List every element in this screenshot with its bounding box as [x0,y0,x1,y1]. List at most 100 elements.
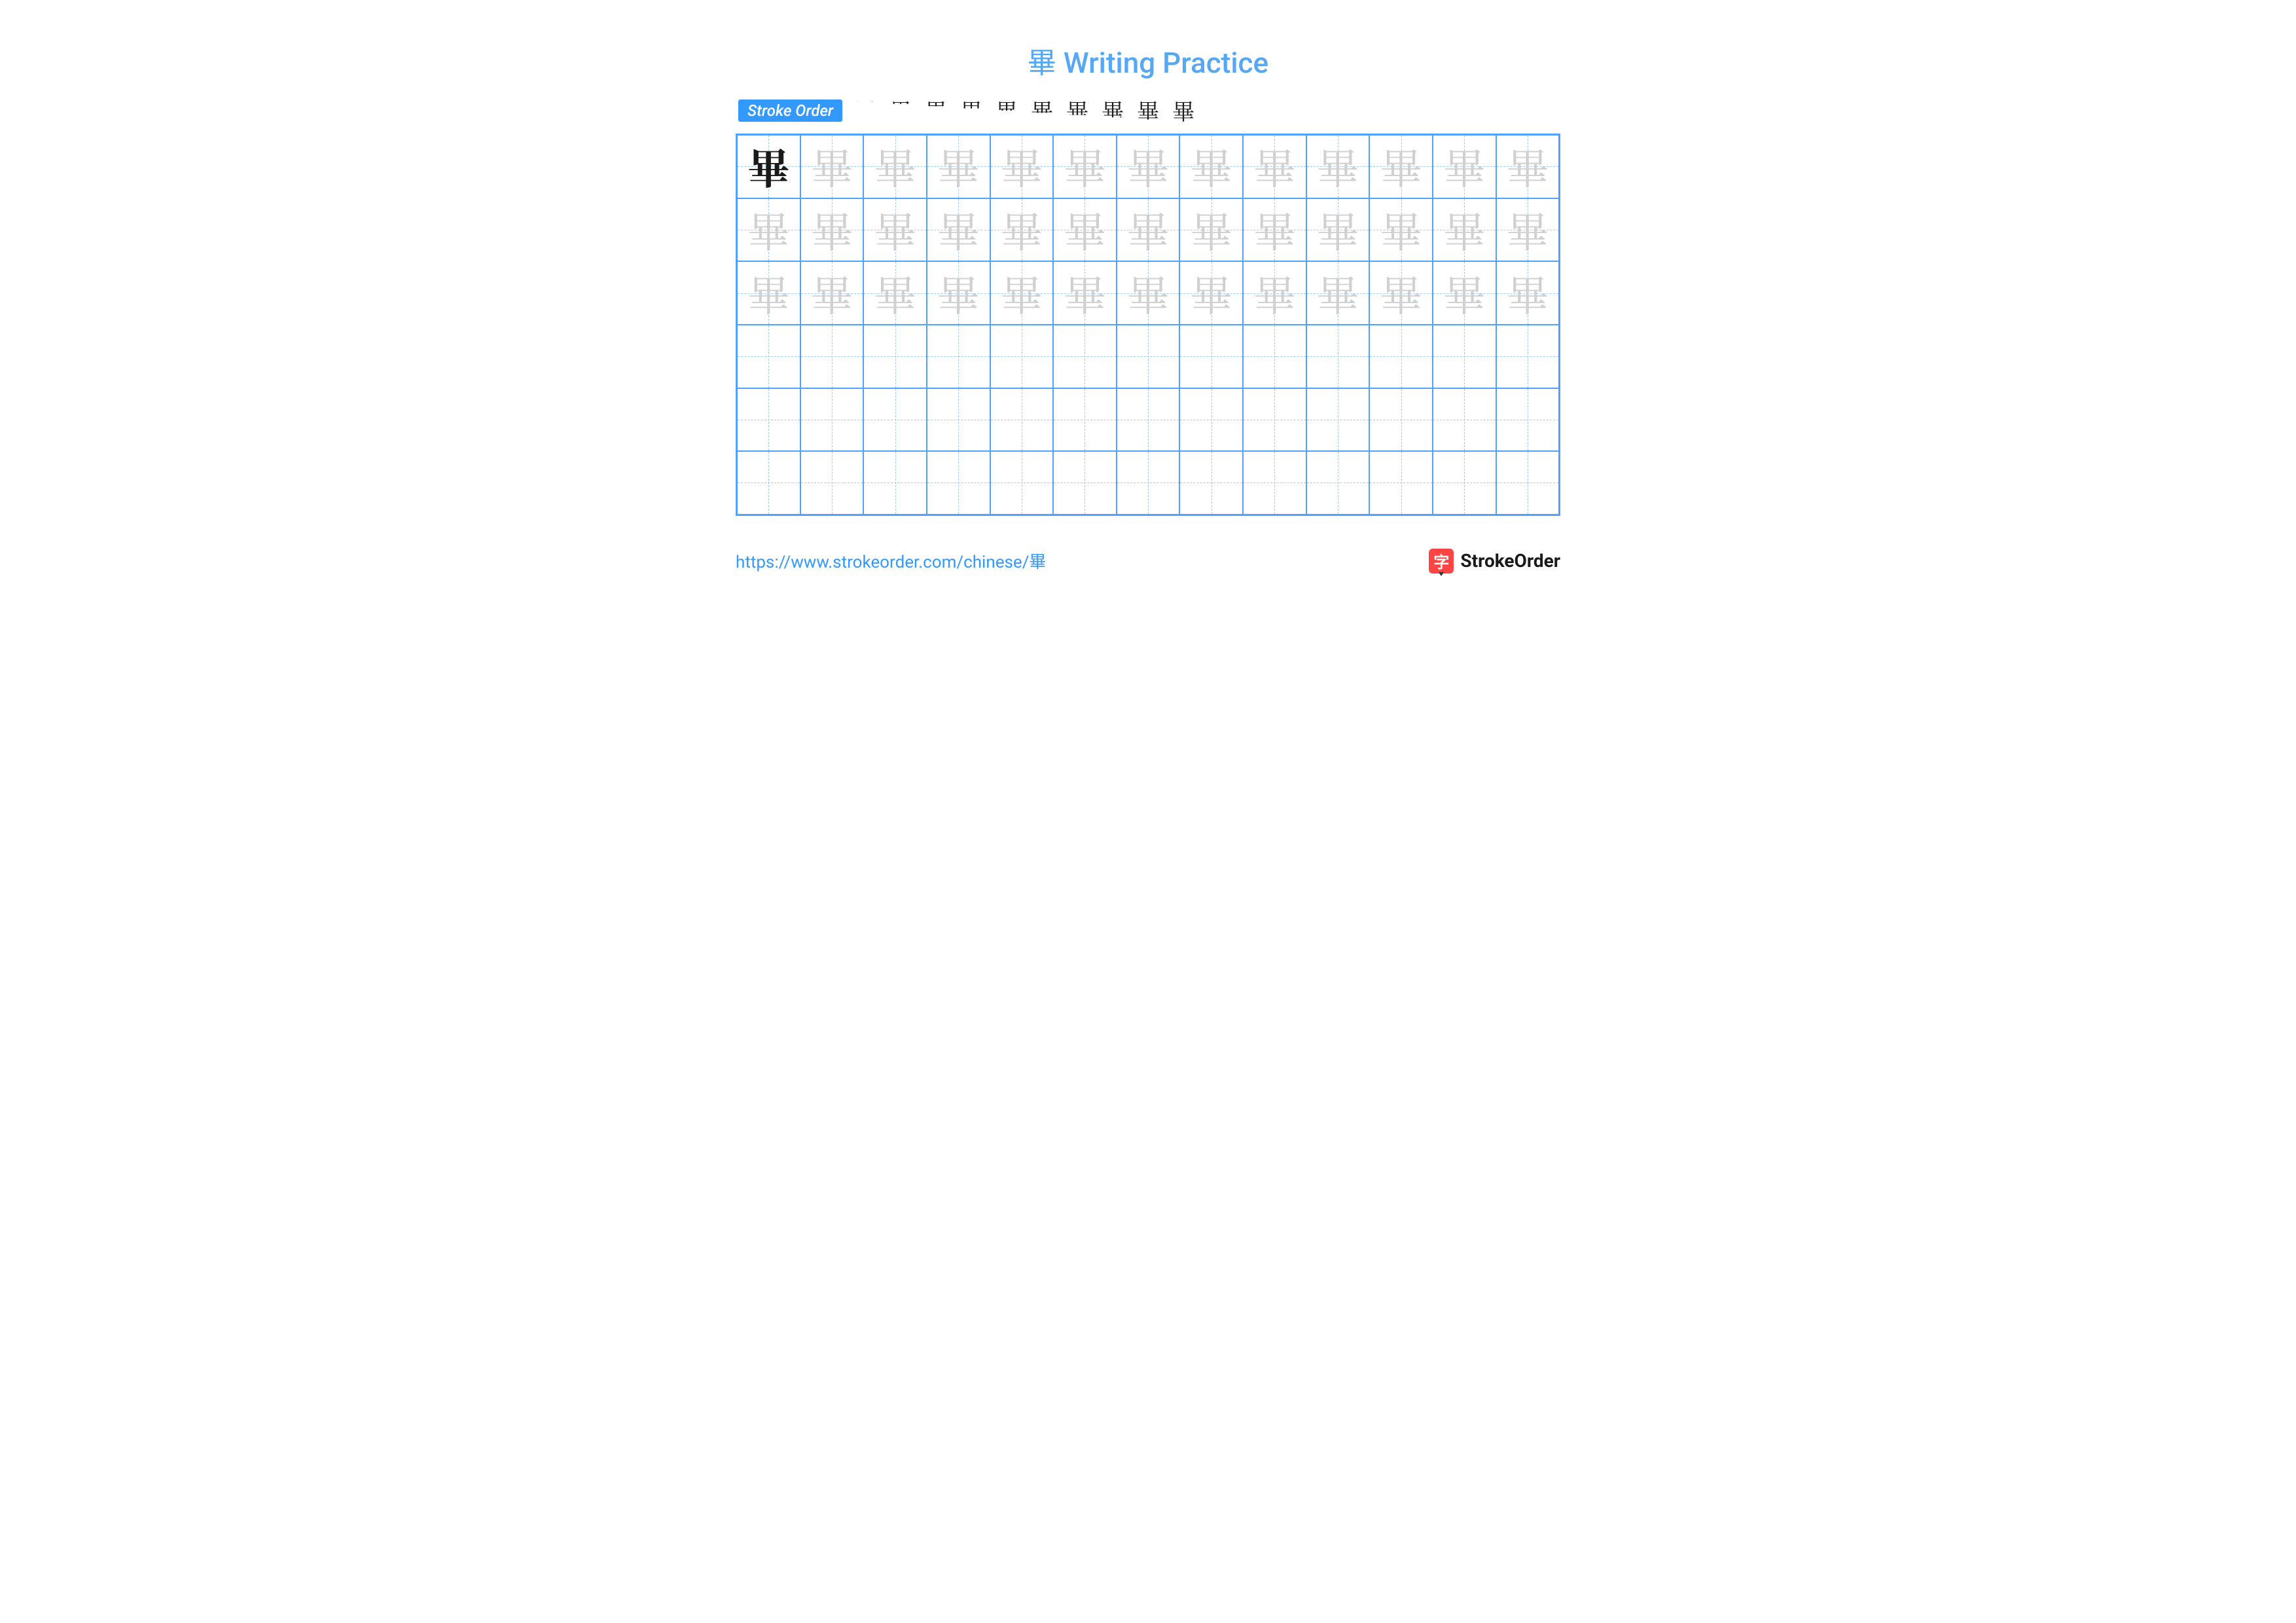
stroke-step: 畢 [854,100,876,122]
trace-character: 畢 [1380,145,1422,187]
grid-cell [1243,325,1306,388]
grid-cell [1053,325,1117,388]
grid-cell [1433,451,1496,515]
trace-character: 畢 [1001,145,1043,187]
trace-character: 畢 [1253,145,1295,187]
grid-cell [1117,325,1180,388]
footer: https://www.strokeorder.com/chinese/畢 字 … [736,549,1560,574]
grid-cell [927,451,990,515]
grid-cell [1117,388,1180,452]
trace-character: 畢 [1317,272,1359,314]
trace-character: 畢 [1001,272,1043,314]
practice-sheet: 畢 Writing Practice Stroke Order 畢畢畢畢畢畢畢畢… [736,39,1560,574]
grid-cell: 畢 [1369,261,1433,325]
grid-cell [1053,388,1117,452]
grid-cell: 畢 [863,135,927,198]
trace-character: 畢 [1064,272,1105,314]
practice-grid: 畢畢畢畢畢畢畢畢畢畢畢畢畢畢畢畢畢畢畢畢畢畢畢畢畢畢畢畢畢畢畢畢畢畢畢畢畢畢畢 [736,134,1560,516]
grid-cell: 畢 [1053,261,1117,325]
grid-cell: 畢 [1053,135,1117,198]
grid-cell [990,325,1054,388]
grid-cell [1179,325,1243,388]
grid-cell: 畢 [737,261,800,325]
trace-character: 畢 [1380,272,1422,314]
stroke-step: 畢 [996,100,1018,122]
trace-character: 畢 [1253,209,1295,251]
trace-character: 畢 [1191,272,1232,314]
stroke-step: 畢 [925,100,947,122]
grid-cell: 畢 [1179,261,1243,325]
trace-character: 畢 [1127,145,1169,187]
grid-cell [1496,325,1560,388]
trace-character: 畢 [874,145,916,187]
stroke-step: 畢 [1031,100,1053,122]
grid-cell [1179,451,1243,515]
trace-character: 畢 [1443,272,1485,314]
grid-cell: 畢 [1433,135,1496,198]
grid-cell: 畢 [1369,198,1433,262]
stroke-step: 畢 [1172,100,1194,122]
footer-logo: 字 StrokeOrder [1429,549,1560,574]
grid-cell: 畢 [1306,135,1370,198]
grid-cell [1496,388,1560,452]
grid-cell: 畢 [800,198,864,262]
grid-cell: 畢 [863,261,927,325]
grid-cell [737,325,800,388]
stroke-step: 畢 [889,100,912,122]
grid-cell [1496,451,1560,515]
trace-character: 畢 [811,272,853,314]
grid-cell: 畢 [737,135,800,198]
stroke-order-badge: Stroke Order [738,100,842,122]
grid-cell [927,388,990,452]
trace-character: 畢 [747,209,789,251]
grid-cell: 畢 [1243,198,1306,262]
grid-cell [1306,325,1370,388]
trace-character: 畢 [811,209,853,251]
grid-cell [737,388,800,452]
grid-cell: 畢 [1179,135,1243,198]
trace-character: 畢 [1064,145,1105,187]
trace-character: 畢 [1507,272,1549,314]
grid-cell [800,388,864,452]
trace-character: 畢 [937,145,979,187]
footer-url: https://www.strokeorder.com/chinese/畢 [736,549,1046,573]
grid-cell: 畢 [1179,198,1243,262]
grid-cell [1433,388,1496,452]
grid-cell [863,451,927,515]
grid-cell: 畢 [1117,198,1180,262]
stroke-order-steps: 畢畢畢畢畢畢畢畢畢畢 [854,100,1194,122]
trace-character: 畢 [1443,145,1485,187]
grid-cell: 畢 [1243,135,1306,198]
trace-character: 畢 [1380,209,1422,251]
trace-character: 畢 [937,209,979,251]
grid-cell: 畢 [1117,135,1180,198]
logo-icon: 字 [1429,549,1454,574]
grid-cell: 畢 [1433,261,1496,325]
grid-cell [1433,325,1496,388]
grid-cell [1306,451,1370,515]
grid-cell: 畢 [927,135,990,198]
page-title: 畢 Writing Practice [736,39,1560,81]
trace-character: 畢 [1317,209,1359,251]
trace-character: 畢 [1127,209,1169,251]
grid-cell [1306,388,1370,452]
trace-character: 畢 [1507,209,1549,251]
trace-character: 畢 [1317,145,1359,187]
stroke-order-row: Stroke Order 畢畢畢畢畢畢畢畢畢畢 [736,100,1560,122]
grid-cell: 畢 [737,198,800,262]
grid-cell [990,451,1054,515]
grid-cell: 畢 [800,261,864,325]
logo-text: StrokeOrder [1460,550,1560,572]
grid-cell [1369,388,1433,452]
title-character: 畢 [1028,46,1056,80]
grid-cell [1369,325,1433,388]
grid-cell: 畢 [990,261,1054,325]
trace-character: 畢 [1253,272,1295,314]
grid-cell: 畢 [1496,261,1560,325]
grid-cell: 畢 [1306,198,1370,262]
model-character: 畢 [747,145,789,187]
grid-cell: 畢 [800,135,864,198]
trace-character: 畢 [1064,209,1105,251]
trace-character: 畢 [1127,272,1169,314]
grid-cell [1053,451,1117,515]
